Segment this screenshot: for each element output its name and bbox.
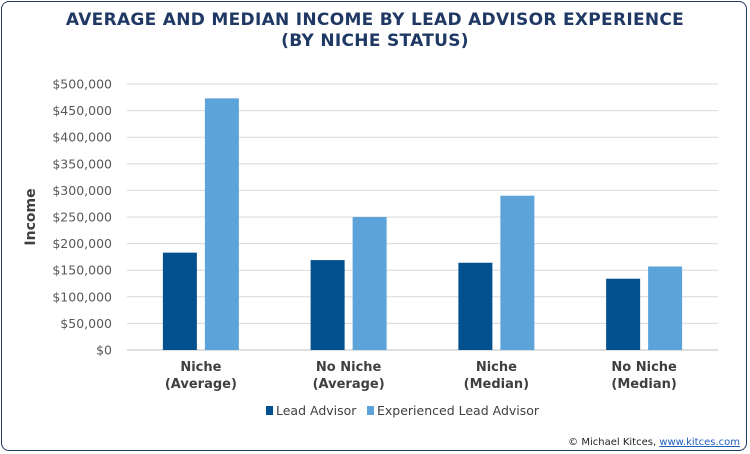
y-tick-label: $300,000	[52, 183, 112, 198]
x-tick-label: (Median)	[611, 377, 676, 392]
y-tick-label: $500,000	[52, 77, 112, 92]
x-tick-label: (Average)	[313, 377, 385, 392]
x-tick-label: (Median)	[464, 377, 529, 392]
bar-lead-advisor	[606, 278, 641, 350]
y-tick-label: $400,000	[52, 130, 112, 145]
y-tick-label: $200,000	[52, 236, 112, 251]
y-tick-label: $450,000	[52, 103, 112, 118]
y-tick-label: $0	[96, 343, 112, 358]
x-tick-label: No Niche	[611, 360, 677, 375]
bar-lead-advisor	[162, 252, 197, 350]
credit-line: © Michael Kitces, www.kitces.com	[568, 437, 740, 448]
bar-experienced-lead-advisor	[352, 217, 387, 350]
y-axis-title: Income	[23, 188, 39, 245]
y-tick-label: $50,000	[60, 316, 112, 331]
y-tick-label: $100,000	[52, 289, 112, 304]
credit-link[interactable]: www.kitces.com	[659, 437, 740, 448]
y-tick-label: $250,000	[52, 210, 112, 225]
legend-experienced-lead-advisor-label: Experienced Lead Advisor	[377, 403, 540, 418]
legend-experienced-lead-advisor-swatch	[367, 406, 374, 415]
x-tick-label: Niche	[476, 360, 517, 375]
x-tick-label: Niche	[180, 360, 221, 375]
bar-lead-advisor	[310, 260, 345, 350]
x-tick-label: (Average)	[165, 377, 237, 392]
bar-lead-advisor	[458, 262, 493, 350]
y-tick-label: $350,000	[52, 156, 112, 171]
chart-title-line2: (BY NICHE STATUS)	[281, 31, 469, 51]
bar-experienced-lead-advisor	[204, 98, 239, 350]
chart-title: AVERAGE AND MEDIAN INCOME BY LEAD ADVISO…	[0, 10, 750, 52]
y-tick-label: $150,000	[52, 263, 112, 278]
legend-lead-advisor-swatch	[266, 406, 273, 415]
bar-experienced-lead-advisor	[500, 195, 535, 350]
credit-text: © Michael Kitces,	[568, 437, 660, 448]
chart-title-line1: AVERAGE AND MEDIAN INCOME BY LEAD ADVISO…	[65, 10, 685, 30]
legend-lead-advisor-label: Lead Advisor	[276, 403, 357, 418]
bar-experienced-lead-advisor	[648, 266, 683, 350]
x-tick-label: No Niche	[316, 360, 382, 375]
